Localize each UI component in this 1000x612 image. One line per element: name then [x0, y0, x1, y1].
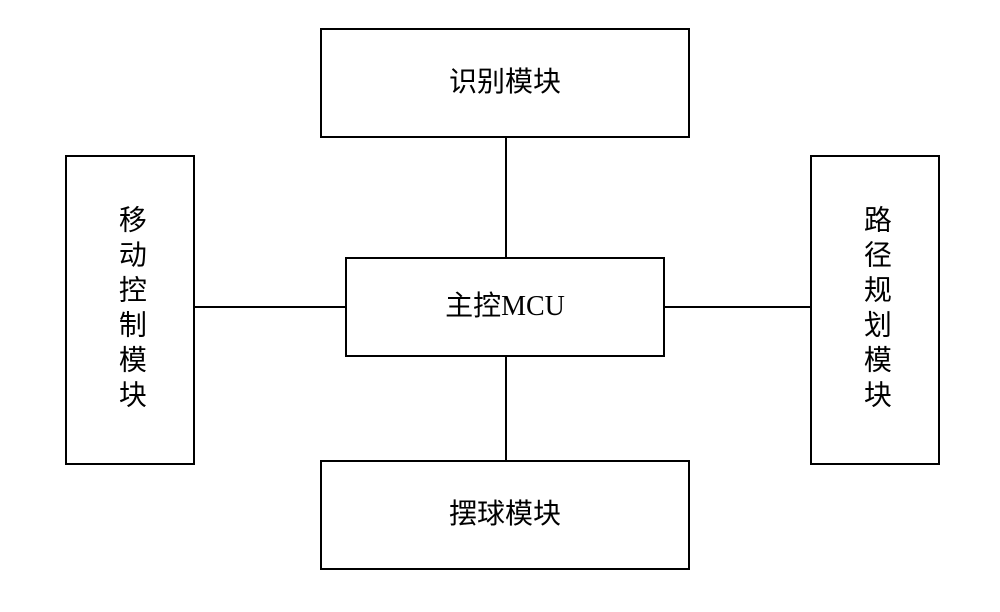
node-left: 移动控制模块: [65, 155, 195, 465]
edge-center-top: [505, 138, 507, 257]
edge-center-left: [195, 306, 345, 308]
node-center: 主控MCU: [345, 257, 665, 357]
node-label: 路径规划模块: [856, 205, 894, 415]
node-label: 移动控制模块: [111, 205, 149, 415]
node-label: 识别模块: [449, 64, 561, 102]
edge-center-bottom: [505, 357, 507, 460]
node-top: 识别模块: [320, 28, 690, 138]
node-right: 路径规划模块: [810, 155, 940, 465]
node-label: 主控MCU: [445, 288, 565, 326]
node-bottom: 摆球模块: [320, 460, 690, 570]
node-label: 摆球模块: [449, 496, 561, 534]
diagram-canvas: 主控MCU 识别模块 摆球模块 移动控制模块 路径规划模块: [0, 0, 1000, 612]
edge-center-right: [665, 306, 810, 308]
